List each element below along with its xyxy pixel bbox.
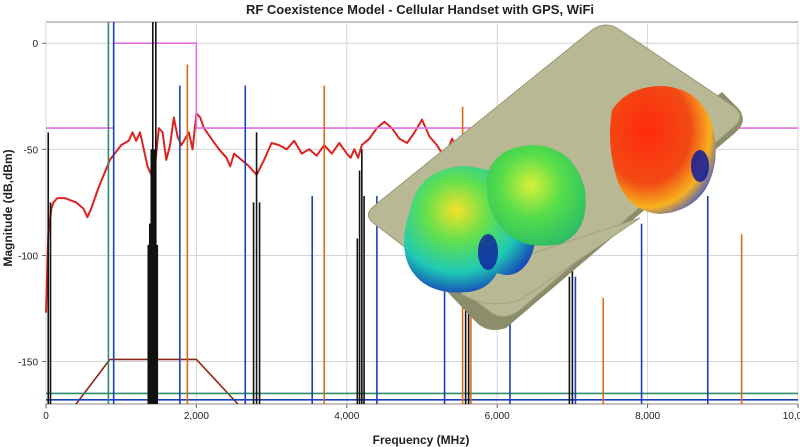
handset-3d-overlay [368,24,743,330]
x-tick-label: 4,000 [334,411,359,422]
radiation-lobe-right-null [691,150,709,182]
x-tick-label: 6,000 [485,411,510,422]
tick-layer: 0 2,000 4,000 6,000 8,000 10,000 0 -50 -100 -150 [18,39,800,422]
x-tick-label: 0 [43,411,49,422]
y-tick-label: -50 [24,145,39,156]
chart-title: RF Coexistence Model - Cellular Handset … [246,2,594,17]
x-tick-label: 2,000 [184,411,209,422]
series-line-coexistence-response [45,112,468,313]
y-tick-label: 0 [32,39,38,50]
series-layer [45,42,798,405]
x-tick-label: 10,000 [783,411,800,422]
radiation-lobe-right [610,86,716,214]
x-tick-label: 8,000 [635,411,660,422]
y-axis-label: Magnitude (dB,dBm) [1,149,15,266]
radiation-lobe-center [486,145,586,246]
y-tick-label: -100 [18,251,38,262]
radiation-lobe-left-null [478,234,498,270]
x-axis-label: Frequency (MHz) [373,433,470,447]
y-tick-label: -150 [18,358,38,369]
